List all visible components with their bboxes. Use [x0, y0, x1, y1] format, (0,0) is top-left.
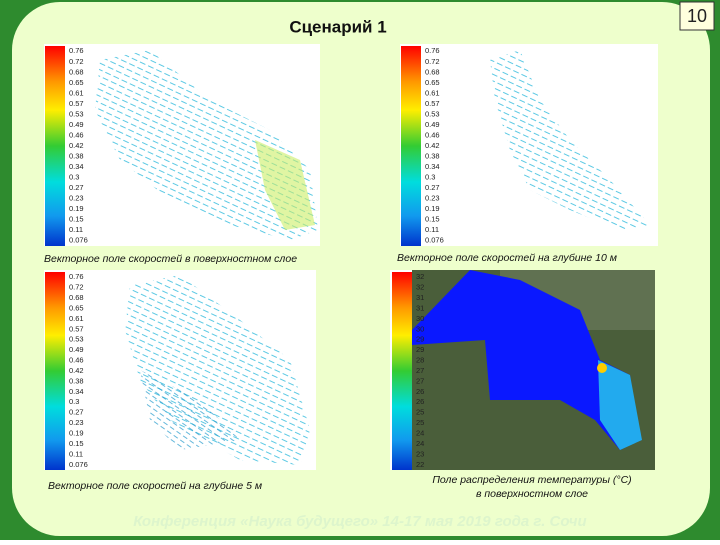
slide-number-box: [679, 1, 715, 31]
colorbar-label: 0.49: [425, 120, 440, 129]
colorbar-label: 0.3: [69, 397, 79, 406]
colorbar-label: 0.27: [69, 408, 84, 417]
caption: Векторное поле скоростей на глубине 10 м: [397, 252, 617, 264]
colorbar: [45, 272, 65, 470]
colorbar-label: 0.68: [425, 67, 440, 76]
colorbar-label: 0.53: [69, 335, 84, 344]
vector-field-hotspot: [255, 140, 315, 230]
colorbar-label: 0.11: [425, 225, 439, 234]
colorbar-label: 0.46: [69, 130, 84, 139]
colorbar-label: 0.68: [69, 67, 84, 76]
colorbar-label: 0.46: [425, 130, 440, 139]
colorbar-label: 0.49: [69, 120, 84, 129]
colorbar-label: 23: [416, 449, 424, 458]
colorbar-label: 0.61: [69, 314, 84, 323]
colorbar-label: 24: [416, 429, 424, 438]
colorbar-label: 0.27: [69, 183, 84, 192]
colorbar-label: 0.76: [69, 272, 84, 281]
colorbar-label: 0.3: [69, 173, 79, 182]
colorbar-label: 0.76: [425, 46, 440, 55]
colorbar-label: 0.68: [69, 293, 84, 302]
colorbar-label: 0.42: [69, 141, 84, 150]
colorbar-label: 0.23: [69, 194, 84, 203]
colorbar-label: 0.15: [425, 215, 440, 224]
colorbar-label: 0.72: [425, 57, 440, 66]
colorbar-label: 26: [416, 387, 424, 396]
colorbar-label: 0.11: [69, 449, 83, 458]
colorbar: [392, 272, 412, 470]
colorbar-label: 0.38: [425, 152, 440, 161]
colorbar-label: 0.076: [425, 236, 444, 245]
colorbar-label: 0.34: [425, 162, 440, 171]
colorbar-label: 0.42: [425, 141, 440, 150]
colorbar-label: 0.61: [69, 88, 84, 97]
colorbar-label: 0.27: [425, 183, 440, 192]
colorbar-label: 29: [416, 335, 424, 344]
colorbar-label: 0.23: [425, 194, 440, 203]
temperature-field: [412, 270, 640, 450]
colorbar-label: 0.38: [69, 376, 84, 385]
colorbar-label: 0.65: [69, 303, 84, 312]
colorbar-label: 25: [416, 408, 424, 417]
slide-number: 10: [687, 6, 707, 26]
colorbar-label: 30: [416, 314, 424, 323]
colorbar-label: 32: [416, 283, 424, 292]
colorbar-label: 28: [416, 356, 424, 365]
colorbar-label: 29: [416, 345, 424, 354]
colorbar-label: 0.72: [69, 283, 84, 292]
colorbar-label: 0.76: [69, 46, 84, 55]
colorbar-label: 0.076: [69, 236, 88, 245]
colorbar-label: 0.46: [69, 356, 84, 365]
vector-field: [140, 370, 240, 450]
colorbars: 0.760.720.680.650.610.570.530.490.460.42…: [44, 46, 632, 500]
colorbar-label: 0.3: [425, 173, 435, 182]
colorbar-label: 0.19: [69, 204, 84, 213]
footer: Конференция «Наука будущего» 14-17 мая 2…: [133, 513, 586, 530]
colorbar: [45, 46, 65, 246]
colorbar-label: 0.38: [69, 152, 84, 161]
colorbar-label: 0.15: [69, 439, 84, 448]
colorbar-label: 0.61: [425, 88, 440, 97]
colorbar-label: 31: [416, 303, 424, 312]
colorbar-label: 32: [416, 272, 424, 281]
slide-title: Сценарий 1: [289, 17, 386, 36]
caption: Поле распределения температуры (°C): [432, 474, 631, 486]
colorbar-label: 0.57: [425, 99, 440, 108]
colorbar: [401, 46, 421, 246]
colorbar-label: 25: [416, 418, 424, 427]
colorbar-label: 0.19: [69, 429, 84, 438]
vector-field: [490, 50, 650, 230]
temperature-plume: [598, 360, 642, 450]
colorbar-label: 0.42: [69, 366, 84, 375]
colorbar-label: 0.15: [69, 215, 84, 224]
vector-field: [95, 50, 318, 240]
colorbar-label: 0.57: [69, 324, 84, 333]
colorbar-label: 0.11: [69, 225, 83, 234]
colorbar-label: 0.53: [425, 109, 440, 118]
colorbar-label: 31: [416, 293, 424, 302]
colorbar-label: 0.34: [69, 387, 84, 396]
colorbar-label: 24: [416, 439, 424, 448]
colorbar-label: 0.57: [69, 99, 84, 108]
colorbar-label: 0.72: [69, 57, 84, 66]
colorbar-label: 0.076: [69, 460, 88, 469]
colorbar-label: 0.65: [425, 78, 440, 87]
colorbar-label: 0.19: [425, 204, 440, 213]
colorbar-label: 26: [416, 397, 424, 406]
caption: Векторное поле скоростей в поверхностном…: [44, 253, 297, 265]
colorbar-label: 0.34: [69, 162, 84, 171]
colorbar-label: 27: [416, 366, 424, 375]
colorbar-label: 0.49: [69, 345, 84, 354]
colorbar-label: 0.23: [69, 418, 84, 427]
colorbar-label: 30: [416, 324, 424, 333]
temperature-hotspot: [597, 363, 607, 373]
colorbar-label: 27: [416, 376, 424, 385]
colorbar-label: 0.53: [69, 109, 84, 118]
colorbar-label: 0.65: [69, 78, 84, 87]
colorbar-label: 22: [416, 460, 424, 469]
caption: Векторное поле скоростей на глубине 5 м: [48, 480, 262, 492]
caption: в поверхностном слое: [476, 488, 588, 500]
